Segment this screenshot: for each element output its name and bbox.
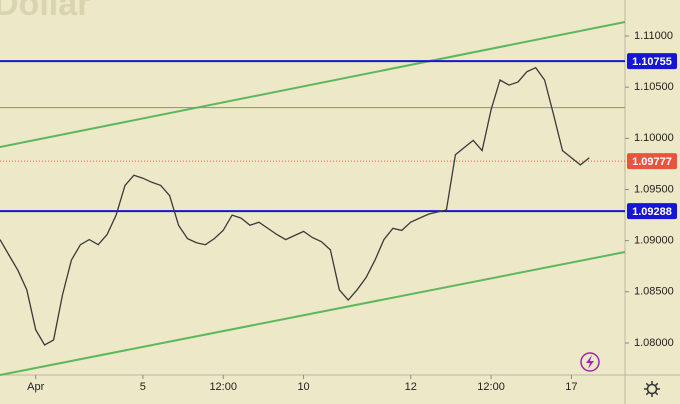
x-tick-label: 17 (565, 381, 577, 393)
price-badge-label: 1.09777 (632, 156, 672, 168)
x-tick-label: 10 (297, 381, 309, 393)
price-badge-label: 1.10755 (632, 56, 672, 68)
price-badge (627, 153, 677, 170)
x-tick-label: Apr (27, 381, 44, 393)
y-tick-label: 1.10000 (634, 132, 674, 144)
x-tick-label: 5 (140, 381, 146, 393)
lightning-icon[interactable] (580, 352, 600, 372)
y-tick-label: 1.09000 (634, 235, 674, 247)
y-tick-label: 1.08000 (634, 337, 674, 349)
price-badge (627, 203, 677, 220)
price-line (0, 66, 590, 346)
y-tick-label: 1.09500 (634, 183, 674, 195)
x-tick-label: 12:00 (477, 381, 505, 393)
price-badge (627, 53, 677, 70)
y-tick-label: 1.11000 (634, 30, 673, 42)
price-badge-label: 1.09288 (632, 206, 672, 218)
watermark-title: Dollar (0, 0, 90, 23)
y-tick-label: 1.10500 (634, 81, 674, 93)
x-tick-label: 12 (405, 381, 417, 393)
trend-line (0, 251, 626, 376)
x-tick-label: 12:00 (209, 381, 237, 393)
y-tick-label: 1.08500 (634, 286, 674, 298)
settings-icon[interactable] (644, 381, 660, 397)
trend-line (0, 21, 626, 149)
